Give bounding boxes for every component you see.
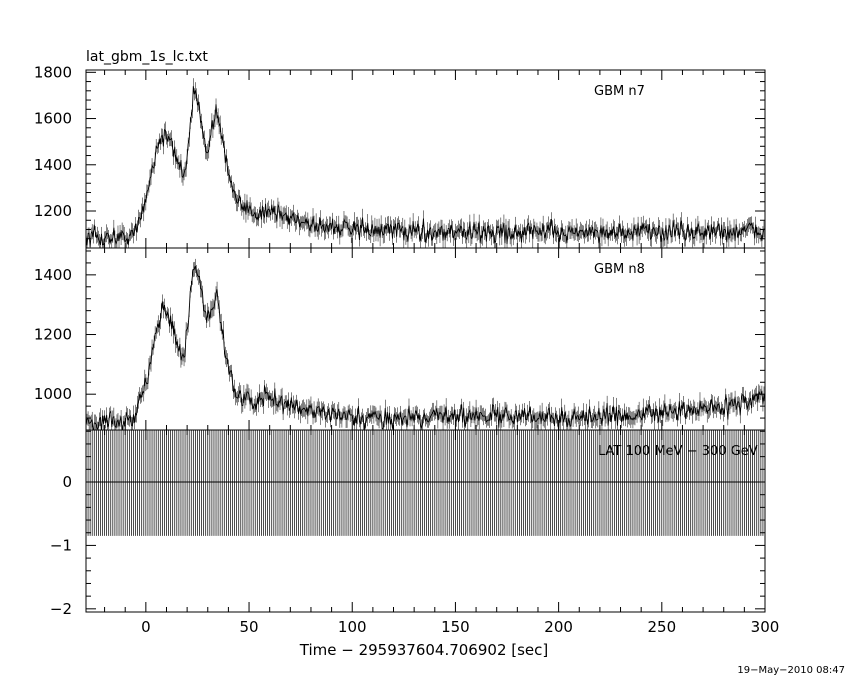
y-tick-label: 1400 [34, 156, 72, 174]
x-tick-label: 0 [141, 618, 151, 636]
x-ticks [104, 248, 766, 430]
y-tick-label: 1600 [34, 110, 72, 128]
panel-frame [85, 69, 766, 249]
panel-frame [85, 429, 766, 613]
series-line [86, 265, 765, 430]
x-tick-label: 200 [544, 618, 573, 636]
y-tick-label: 1800 [34, 63, 72, 81]
chart-title: lat_gbm_1s_lc.txt [86, 49, 208, 65]
y-tick-label: 1000 [34, 385, 72, 403]
error-bars [86, 78, 765, 248]
panel-label: GBM n8 [594, 262, 645, 277]
x-tick-label: 250 [647, 618, 676, 636]
panel-3: −2 −1 0 LAT 100 MeV − 300 GeV [50, 429, 766, 618]
y-tick-label: 0 [62, 473, 72, 491]
panel-label: GBM n7 [594, 84, 645, 99]
x-tick-label: 300 [751, 618, 780, 636]
x-tick-label: 100 [338, 618, 367, 636]
y-tick-label: −1 [50, 536, 72, 554]
panel-2: 1000 1200 1400 GBM n8 [34, 247, 766, 431]
y-tick-label: 1200 [34, 202, 72, 220]
y-ticks [86, 71, 765, 249]
y-tick-label: −2 [50, 600, 72, 618]
panel-1: 1200 1400 1600 1800 GBM n7 [34, 63, 766, 249]
y-tick-label: 1400 [34, 266, 72, 284]
lat-bars [86, 430, 765, 536]
x-axis-title: Time − 295937604.706902 [sec] [299, 641, 549, 659]
series-line [86, 86, 765, 248]
x-tick-label: 50 [239, 618, 258, 636]
x-tick-label: 150 [441, 618, 470, 636]
y-ticks [86, 430, 765, 610]
timestamp: 19−May−2010 08:47 [737, 665, 845, 676]
x-ticks [104, 430, 766, 612]
y-ticks [86, 250, 765, 431]
panel-frame [85, 247, 766, 431]
x-ticks [104, 70, 766, 248]
y-tick-label: 1200 [34, 326, 72, 344]
panel-label: LAT 100 MeV − 300 GeV [598, 444, 758, 459]
